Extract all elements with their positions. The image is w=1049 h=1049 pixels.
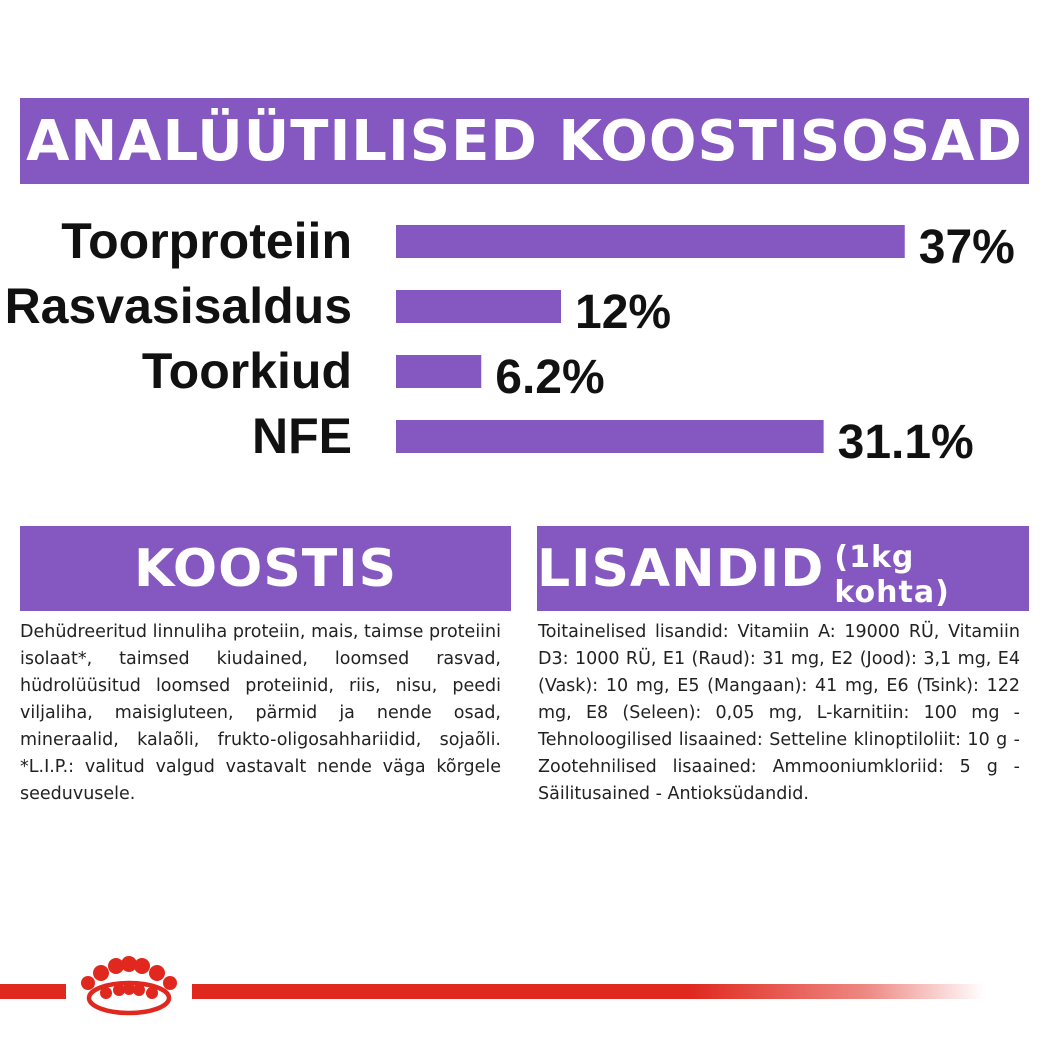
value-label: 31.1% <box>838 416 974 469</box>
bar <box>396 420 824 453</box>
footer-accent-line <box>0 984 985 999</box>
bar <box>396 290 561 323</box>
category-label: Rasvasisaldus <box>5 278 352 334</box>
lisandid-title: LISANDID <box>537 538 825 599</box>
title-banner: ANALÜÜTILISED KOOSTISOSAD <box>20 98 1029 184</box>
category-label: NFE <box>252 408 352 464</box>
bar <box>396 355 482 388</box>
lisandid-banner: LISANDID (1kg kohta) <box>537 526 1029 611</box>
koostis-text: Dehüdreeritud linnuliha proteiin, mais, … <box>20 622 501 804</box>
category-label: Toorproteiin <box>61 213 352 269</box>
value-label: 6.2% <box>495 351 604 404</box>
koostis-title: KOOSTIS <box>133 538 398 599</box>
lisandid-text: Toitainelised lisandid: Vitamiin A: 1900… <box>538 622 1020 804</box>
page-title: ANALÜÜTILISED KOOSTISOSAD <box>26 108 1023 174</box>
lisandid-subtitle: (1kg kohta) <box>834 539 950 610</box>
value-label: 12% <box>575 286 671 339</box>
royal-canin-crown-icon <box>66 953 192 1025</box>
value-label: 37% <box>919 221 1015 274</box>
bar <box>396 225 905 258</box>
nutrient-bar-chart: Toorproteiin 37% Rasvasisaldus 12% Toorkiud 6… <box>5 213 1015 469</box>
category-label: Toorkiud <box>142 343 352 399</box>
koostis-banner: KOOSTIS <box>20 526 511 611</box>
